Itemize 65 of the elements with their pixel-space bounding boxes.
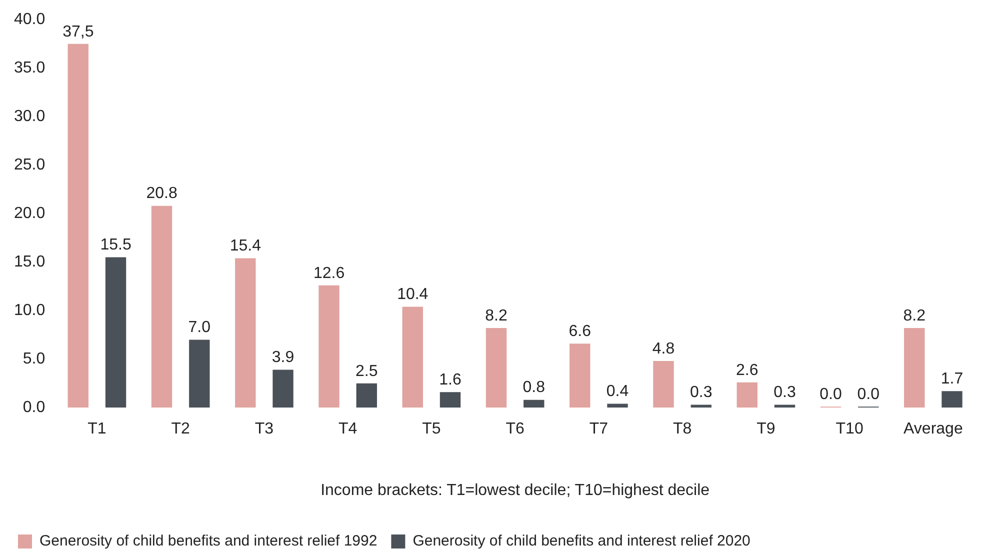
data-label: 0.8 [522, 379, 546, 396]
x-tick-label: T9 [756, 420, 776, 438]
x-tick-label: T8 [672, 420, 692, 438]
data-label: 15.4 [230, 238, 262, 255]
data-label: 0.3 [774, 384, 796, 402]
bar [942, 391, 962, 408]
bar [105, 257, 126, 408]
y-tick-label: 10.0 [14, 302, 46, 320]
bar [653, 361, 674, 408]
bar [402, 306, 423, 408]
bar [904, 328, 925, 408]
data-label: 10.4 [397, 286, 428, 304]
x-tick-label: T4 [338, 420, 358, 438]
data-label: 15.5 [100, 236, 132, 254]
data-label: 12.6 [313, 264, 345, 282]
y-tick-label: 15.0 [14, 254, 46, 271]
bar [440, 392, 461, 408]
data-label: 2.6 [736, 362, 758, 379]
y-tick-label: 35.0 [14, 60, 46, 77]
x-tick-label: Average [904, 420, 963, 438]
bar [736, 382, 758, 408]
data-label: 4.8 [652, 340, 675, 358]
legend-label: Generosity of child benefits and interest relief 1992 [40, 532, 378, 550]
data-label: 3.9 [272, 349, 294, 366]
bar [356, 383, 377, 408]
data-label: 2.5 [356, 362, 378, 380]
y-tick-label: 40.0 [14, 11, 46, 28]
bar [151, 206, 172, 408]
data-label: 7.0 [188, 319, 211, 336]
data-label: 0.3 [690, 384, 712, 402]
data-label: 0.0 [820, 386, 842, 404]
bar [570, 344, 590, 408]
x-tick-label: T2 [171, 420, 190, 438]
bar [318, 285, 340, 408]
data-label: 0.0 [857, 386, 880, 404]
x-tick-label: T10 [836, 420, 864, 438]
bar [774, 404, 796, 408]
bar [690, 404, 712, 408]
bar [235, 258, 256, 408]
y-tick-label: 20.0 [14, 205, 46, 222]
y-tick-label: 30.0 [14, 108, 46, 126]
y-tick-label: 0.0 [22, 399, 46, 416]
data-label: 1.6 [439, 371, 462, 388]
data-label: 8.2 [903, 307, 926, 324]
data-label: 8.2 [485, 307, 508, 324]
x-tick-label: T5 [422, 420, 441, 438]
data-label: 20.8 [146, 185, 178, 202]
bar [68, 44, 88, 408]
y-tick-label: 5.0 [22, 350, 46, 368]
bar [486, 328, 507, 408]
bar [607, 404, 628, 408]
data-label: 1.7 [940, 370, 964, 388]
data-label: 0.4 [606, 383, 629, 400]
data-label: 6.6 [568, 322, 592, 340]
bar [189, 340, 210, 408]
bar [272, 370, 294, 408]
data-label: 37,5 [62, 23, 94, 40]
x-tick-label: T6 [506, 420, 525, 438]
x-tick-label: T1 [88, 420, 106, 438]
legend-label: Generosity of child benefits and interest relief 2020 [412, 532, 750, 550]
x-tick-label: T7 [589, 420, 608, 438]
bar [524, 400, 544, 408]
x-tick-label: T3 [254, 420, 274, 438]
y-tick-label: 25.0 [14, 156, 46, 174]
x-axis-title: Income brackets: T1=lowest decile; T10=highest decile [320, 482, 710, 499]
